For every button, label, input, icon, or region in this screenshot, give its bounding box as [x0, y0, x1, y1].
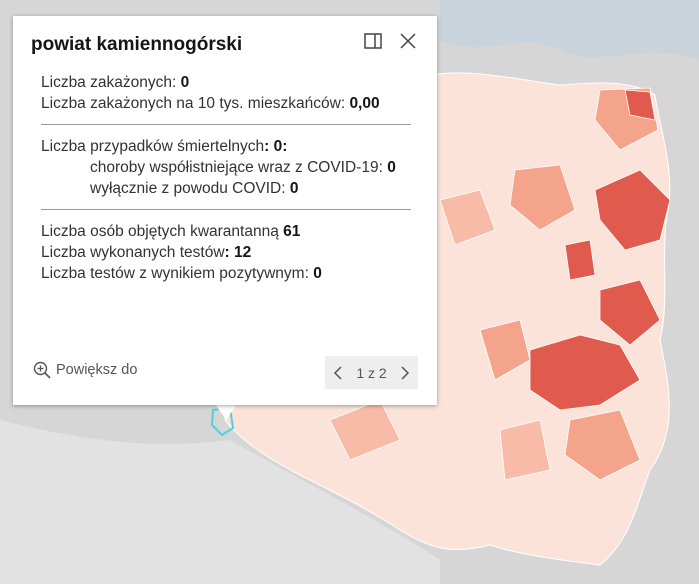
field-label: Liczba zakażonych na 10 tys. mieszkańców… — [41, 95, 350, 112]
dock-button[interactable] — [364, 33, 382, 49]
field-value: 0 — [289, 180, 299, 197]
popup-section: Liczba zakażonych: 0 Liczba zakażonych na… — [41, 71, 411, 124]
field-label: Liczba przypadków śmiertelnych — [41, 138, 265, 155]
field-label: Liczba testów z wynikiem pozytywnym: — [41, 265, 314, 282]
field-value: 0 — [180, 74, 190, 91]
field-row: wyłącznie z powodu COVID: 0 — [41, 178, 411, 199]
popup-pointer — [215, 404, 237, 420]
popup-title: powiat kamiennogórski — [31, 34, 243, 55]
field-label: Liczba osób objętych kwarantanną — [41, 223, 284, 240]
pager: 1 z 2 — [325, 356, 418, 389]
prev-button[interactable] — [333, 365, 343, 381]
field-row: Liczba wykonanych testów: 12 — [41, 242, 411, 263]
field-label: wyłącznie z powodu COVID: — [90, 180, 290, 197]
field-row: Liczba zakażonych na 10 tys. mieszkańców… — [41, 93, 411, 114]
field-value: 0,00 — [349, 95, 380, 112]
popup: powiat kamiennogórski Liczba zakażonych:… — [13, 16, 437, 405]
sea — [0, 0, 699, 60]
field-value: 61 — [283, 223, 301, 240]
field-value: : 0: — [264, 138, 288, 155]
popup-section: Liczba przypadków śmiertelnych: 0: chorob… — [41, 124, 411, 209]
neighbor-land — [0, 420, 440, 584]
field-value: 0 — [387, 159, 396, 176]
zoom-label: Powiększ do — [56, 362, 138, 378]
close-button[interactable] — [400, 33, 416, 49]
field-label: Liczba zakażonych: — [41, 74, 181, 91]
field-value: 0 — [313, 265, 322, 282]
popup-controls — [363, 32, 419, 57]
zoom-icon — [33, 361, 51, 379]
popup-section: Liczba osób objętych kwarantanną 61 Liczb… — [41, 209, 411, 294]
popup-content: Liczba zakażonych: 0 Liczba zakażonych na… — [41, 71, 411, 294]
zoom-to[interactable]: Powiększ do — [33, 361, 137, 379]
field-value: : 12 — [224, 244, 252, 261]
field-row: Liczba osób objętych kwarantanną 61 — [41, 221, 411, 242]
next-button[interactable] — [400, 365, 410, 381]
field-row: Liczba przypadków śmiertelnych: 0: — [41, 136, 411, 157]
popup-icons — [364, 33, 416, 49]
field-row: choroby współistniejące wraz z COVID-19:… — [41, 157, 411, 178]
field-label: Liczba wykonanych testów — [41, 244, 225, 261]
field-label: choroby współistniejące wraz z COVID-19: — [90, 159, 388, 176]
regions — [329, 87, 659, 481]
pager-label: 1 z 2 — [356, 364, 387, 381]
hotspots — [529, 89, 671, 411]
field-row: Liczba testów z wynikiem pozytywnym: 0 — [41, 263, 411, 284]
field-row: Liczba zakażonych: 0 — [41, 72, 411, 93]
